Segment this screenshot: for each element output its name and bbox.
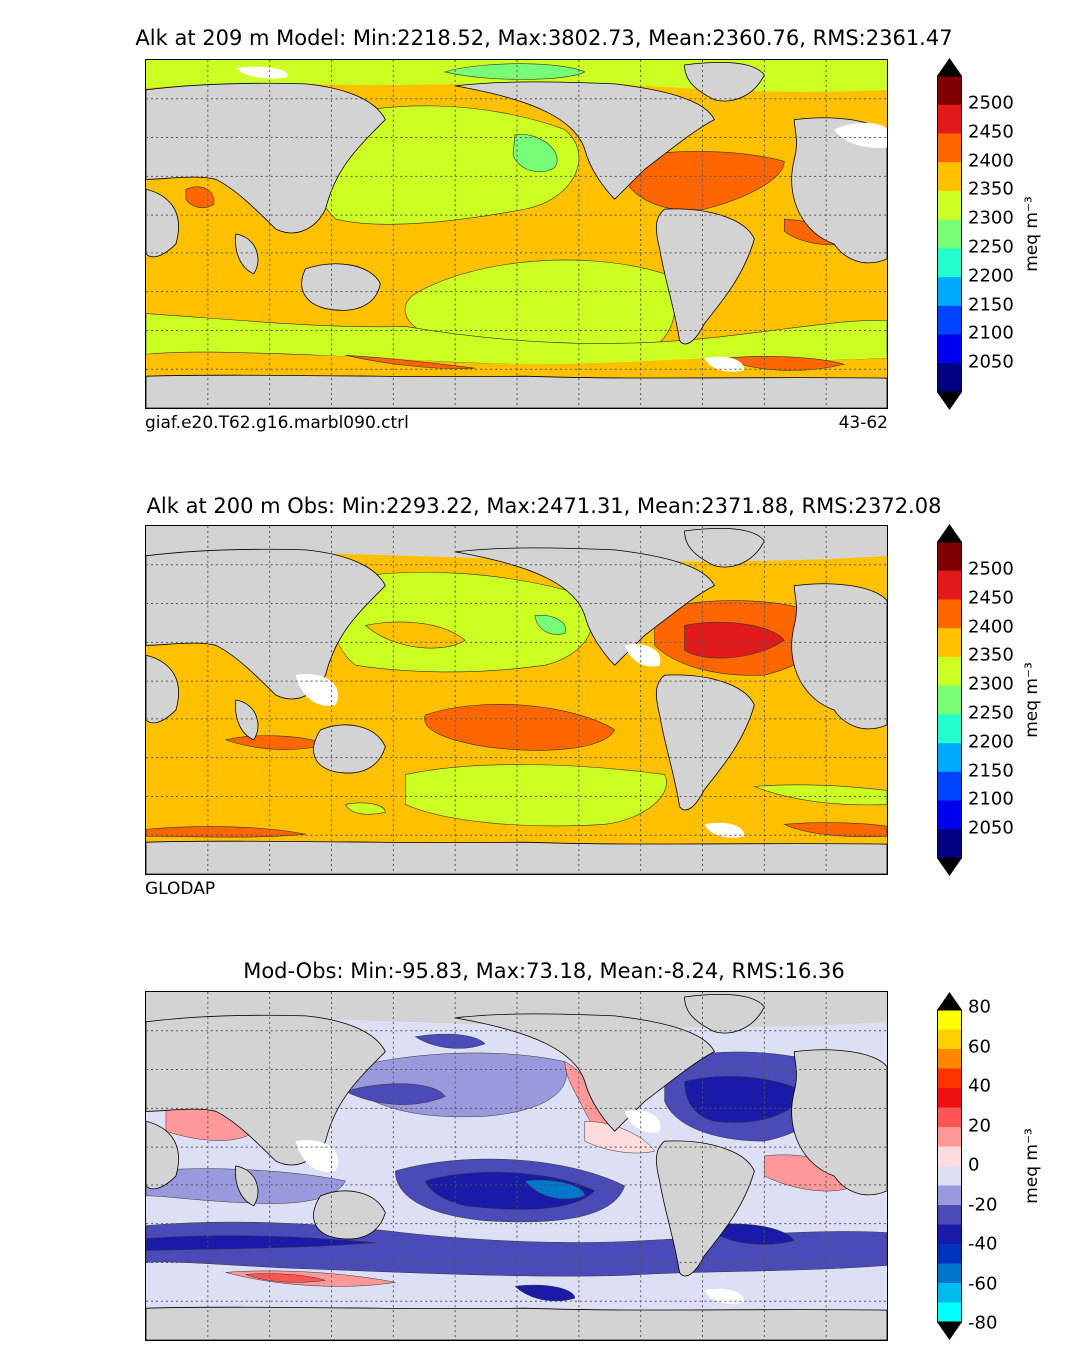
panel-3-map: [145, 991, 888, 1341]
colorbar-tick-label: 2150: [968, 760, 1014, 782]
colorbar-swatch: [937, 277, 962, 307]
colorbar-tick-label: 2200: [968, 265, 1014, 287]
panel-2-colorbar: [937, 524, 962, 876]
colorbar-swatch: [937, 190, 962, 221]
colorbar-swatch: [937, 76, 962, 106]
colorbar-tick-label: -60: [968, 1273, 998, 1294]
panel-1-colorbar-label: meq m⁻³: [1022, 196, 1042, 272]
colorbar-swatch: [937, 599, 962, 629]
colorbar-swatch: [937, 1049, 962, 1069]
colorbar-tick-label: 40: [968, 1075, 991, 1097]
colorbar-swatch: [937, 685, 962, 715]
colorbar-extend-max: [937, 524, 962, 542]
colorbar-tick-label: 60: [968, 1036, 991, 1057]
colorbar-tick-label: 2500: [968, 92, 1014, 114]
colorbar-swatch: [937, 542, 962, 572]
colorbar-swatch: [937, 1302, 962, 1323]
colorbar-swatch: [937, 1224, 962, 1245]
panel-1-title: Alk at 209 m Model: Min:2218.52, Max:380…: [135, 26, 953, 50]
colorbar-svg: [937, 992, 962, 1340]
colorbar-swatch: [937, 1029, 962, 1050]
panel-3-colorbar-label: meq m⁻³: [1022, 1128, 1042, 1204]
colorbar-swatch: [937, 1283, 962, 1303]
panel-1-caption-right: 43-62: [838, 413, 888, 433]
colorbar-svg: [937, 524, 962, 876]
panel-2-title: Alk at 200 m Obs: Min:2293.22, Max:2471.…: [146, 494, 942, 518]
panel-2-colorbar-label: meq m⁻³: [1022, 662, 1042, 738]
panel-1-colorbar: [937, 58, 962, 410]
colorbar-tick-label: 2400: [968, 616, 1014, 638]
colorbar-extend-max: [937, 58, 962, 76]
colorbar-tick-label: -80: [968, 1312, 998, 1334]
colorbar-swatch: [937, 714, 962, 744]
panel-3-colorbar: [937, 992, 962, 1340]
colorbar-frame: [937, 1009, 962, 1323]
colorbar-extend-max: [937, 992, 962, 1010]
colorbar-swatch: [937, 570, 962, 600]
colorbar-tick-label: 2050: [968, 351, 1014, 373]
colorbar-swatch: [937, 656, 962, 687]
colorbar-tick-label: 2100: [968, 788, 1014, 810]
colorbar-swatch: [937, 1244, 962, 1264]
panel-3-title: Mod-Obs: Min:-95.83, Max:73.18, Mean:-8.…: [243, 959, 845, 983]
colorbar-swatch: [937, 1146, 962, 1167]
colorbar-swatch: [937, 363, 962, 393]
colorbar-tick-label: 2300: [968, 207, 1014, 229]
panel-1-caption-left: giaf.e20.T62.g16.marbl090.ctrl: [145, 413, 409, 433]
colorbar-tick-label: -40: [968, 1233, 998, 1255]
colorbar-tick-label: 2300: [968, 673, 1014, 695]
colorbar-swatch: [937, 219, 962, 249]
colorbar-swatch: [937, 743, 962, 773]
colorbar-swatch: [937, 162, 962, 192]
colorbar-swatch: [937, 1088, 962, 1108]
colorbar-extend-min: [937, 1322, 962, 1340]
colorbar-tick-label: -20: [968, 1194, 998, 1215]
colorbar-swatch: [937, 1010, 962, 1030]
colorbar-swatch: [937, 104, 962, 134]
colorbar-swatch: [937, 334, 962, 364]
colorbar-tick-label: 20: [968, 1115, 991, 1136]
colorbar-tick-label: 80: [968, 996, 991, 1018]
colorbar-swatch: [937, 248, 962, 278]
colorbar-tick-label: 2350: [968, 178, 1014, 200]
colorbar-tick-label: 2400: [968, 150, 1014, 172]
colorbar-swatch: [937, 628, 962, 658]
colorbar-swatch: [937, 133, 962, 163]
colorbar-tick-label: 2350: [968, 644, 1014, 666]
colorbar-tick-label: 2500: [968, 558, 1014, 580]
colorbar-swatch: [937, 800, 962, 830]
colorbar-tick-label: 2100: [968, 322, 1014, 344]
colorbar-swatch: [937, 1185, 962, 1206]
colorbar-tick-label: 2200: [968, 731, 1014, 753]
colorbar-tick-label: 2450: [968, 121, 1014, 143]
colorbar-extend-min: [937, 392, 962, 410]
colorbar-tick-label: 2050: [968, 817, 1014, 839]
colorbar-swatch: [937, 1068, 962, 1089]
colorbar-svg: [937, 58, 962, 410]
colorbar-swatch: [937, 771, 962, 802]
colorbar-swatch: [937, 305, 962, 336]
colorbar-tick-label: 0: [968, 1154, 980, 1176]
colorbar-tick-label: 2250: [968, 236, 1014, 258]
colorbar-extend-min: [937, 858, 962, 876]
colorbar-frame: [937, 75, 962, 393]
panel-2-map: [145, 525, 888, 875]
colorbar-swatch: [937, 829, 962, 859]
colorbar-swatch: [937, 1205, 962, 1225]
colorbar-swatch: [937, 1127, 962, 1147]
colorbar-swatch: [937, 1263, 962, 1284]
colorbar-tick-label: 2150: [968, 294, 1014, 316]
panel-2-caption-left: GLODAP: [145, 879, 216, 899]
colorbar-tick-label: 2450: [968, 587, 1014, 609]
colorbar-frame: [937, 541, 962, 859]
colorbar-swatch: [937, 1107, 962, 1128]
colorbar-swatch: [937, 1166, 962, 1186]
colorbar-tick-label: 2250: [968, 702, 1014, 724]
panel-1-map: [145, 59, 888, 409]
